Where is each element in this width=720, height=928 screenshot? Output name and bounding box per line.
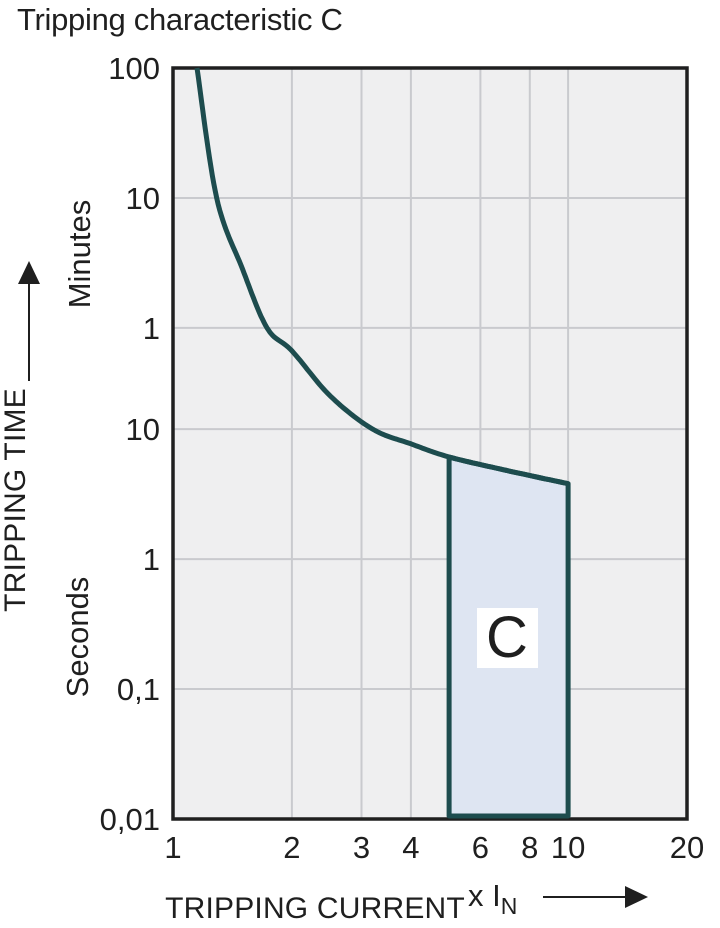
x-unit-subscript: N [501,893,518,919]
right-arrow-icon [625,886,648,908]
y-tick-label-1-minutes: 1 [143,311,160,346]
x-tick-label-1: 1 [164,830,181,865]
region-label-box [477,608,538,668]
y-tick-label-10-seconds: 10 [126,412,160,447]
x-tick-label-6: 6 [472,830,489,865]
tick-labels: 1 2 3 4 6 8 10 20 100 10 1 10 1 0,1 0,01 [100,51,705,865]
y-tick-label-0_1-seconds: 0,1 [117,672,160,707]
y-tick-label-1-seconds: 1 [143,542,160,577]
x-tick-label-3: 3 [353,830,370,865]
region-label: C [486,605,528,670]
chart-title: Tripping characteristic C [17,2,343,37]
y-tick-label-0_01-seconds: 0,01 [100,802,160,837]
plot-border [171,66,689,821]
x-unit-prefix: x I [468,878,501,913]
y-axis-title: TRIPPING TIME [0,388,32,612]
tripping-curve-group [194,67,569,487]
gridlines [173,68,687,819]
y-unit-minutes: Minutes [62,200,97,309]
up-arrow-icon [18,261,40,284]
y-tick-label-10-minutes: 10 [126,181,160,216]
x-tick-label-20: 20 [670,830,704,865]
x-tick-label-8: 8 [521,830,538,865]
x-tick-label-10: 10 [551,830,585,865]
x-tick-label-4: 4 [402,830,419,865]
plot-background [173,68,687,819]
y-tick-label-100-minutes: 100 [108,51,160,86]
x-axis-unit: x IN [468,878,517,919]
y-unit-seconds: Seconds [60,577,95,698]
tripping-curve [194,67,569,487]
x-tick-label-2: 2 [283,830,300,865]
x-axis-title: TRIPPING CURRENT [165,892,465,925]
